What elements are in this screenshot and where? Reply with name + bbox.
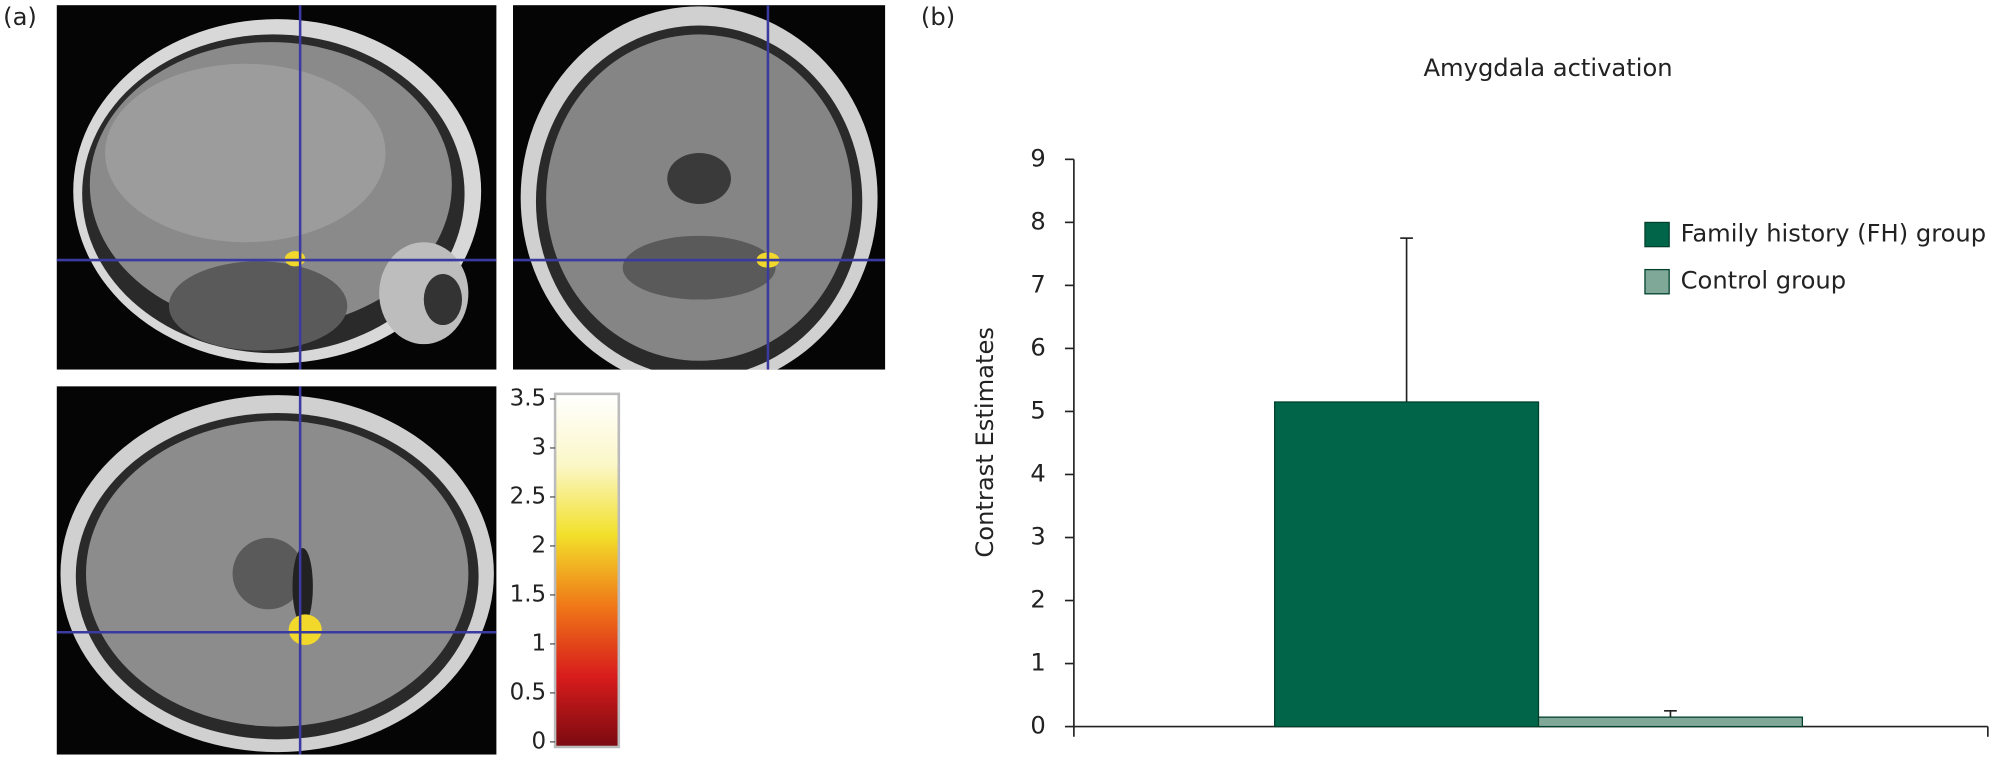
y-tick-label: 7 [1030, 270, 1045, 298]
y-tick-label: 8 [1030, 207, 1045, 235]
chart-title: Amygdala activation [1424, 54, 1673, 82]
y-tick-label: 9 [1030, 144, 1045, 172]
y-tick-label: 2 [1030, 586, 1045, 614]
y-tick-label: 0 [1030, 712, 1045, 740]
y-tick-label: 1 [1030, 649, 1045, 677]
y-tick-label: 4 [1030, 459, 1045, 487]
legend-label: Control group [1681, 267, 1846, 295]
colorbar-tick-label: 1 [532, 630, 547, 656]
colorbar-tick-label: 1.5 [510, 581, 546, 607]
y-tick-label: 3 [1030, 523, 1045, 551]
colorbar-tick-label: 0.5 [510, 679, 546, 705]
mri-coronal [513, 5, 886, 370]
colorbar-tick-label: 2.5 [510, 483, 546, 509]
y-tick-label: 5 [1030, 396, 1045, 424]
bar [1274, 401, 1540, 728]
colorbar-tick-label: 2 [532, 532, 547, 558]
y-axis-label: Contrast Estimates [971, 327, 999, 558]
y-tick-label: 6 [1030, 333, 1045, 361]
mri-axial [56, 386, 497, 755]
colorbar-tick-label: 3 [532, 434, 547, 460]
bar [1537, 716, 1804, 728]
colorbar-tick-label: 3.5 [510, 385, 546, 411]
mri-sagittal [56, 5, 497, 370]
colorbar-tick-label: 0 [532, 728, 547, 754]
legend-swatch [1644, 221, 1670, 248]
panel-label: (a) [3, 3, 37, 31]
panel-label: (b) [921, 3, 955, 31]
legend-swatch [1644, 268, 1670, 295]
colorbar [553, 392, 621, 749]
legend-label: Family history (FH) group [1681, 220, 1987, 248]
